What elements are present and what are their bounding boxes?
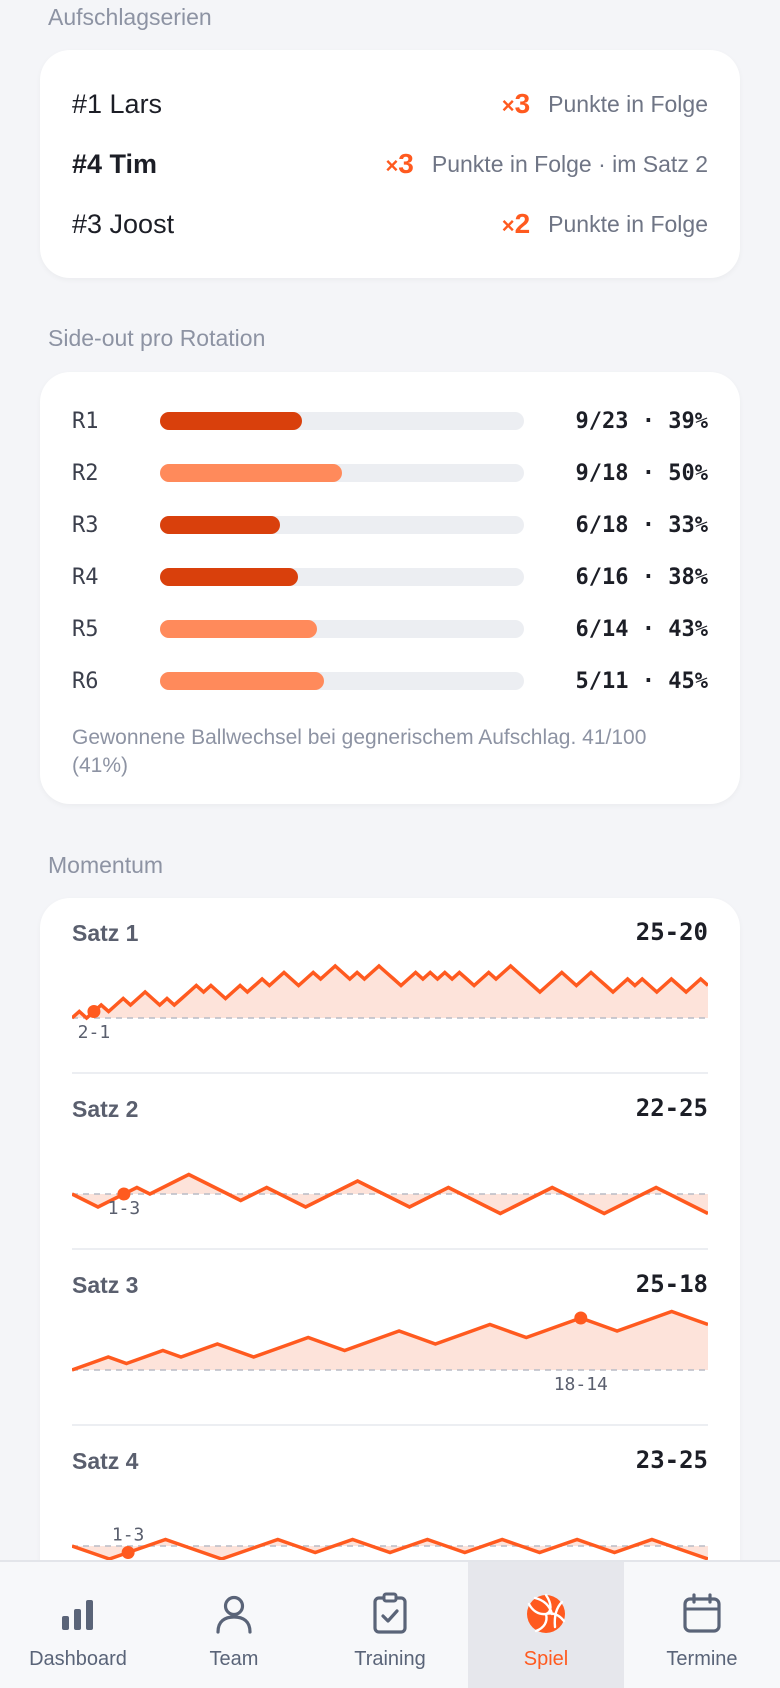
tab-label: Dashboard — [29, 1648, 127, 1670]
rotation-value: 6/16 · 38% — [575, 564, 708, 590]
momentum-marker — [117, 1187, 131, 1201]
streak-row: #4 Tim ×3 Punkte in Folge · im Satz 2 — [72, 144, 708, 184]
rotation-value: 6/18 · 33% — [575, 512, 708, 538]
rotation-value: 9/23 · 39% — [575, 408, 708, 434]
momentum-chart: 1-3 — [72, 1172, 708, 1219]
streak-multiplier: ×2 — [501, 208, 531, 239]
checklist-icon — [373, 1592, 407, 1634]
rotation-row: R6 5/11 · 45% — [72, 661, 708, 701]
rotation-bar-fill — [160, 464, 342, 482]
rotation-row: R5 6/14 · 43% — [72, 609, 708, 649]
rotation-bar-fill — [160, 412, 302, 430]
rotation-value: 6/14 · 43% — [575, 616, 708, 642]
tab-label: Team — [209, 1648, 259, 1670]
rotation-bar-fill — [160, 568, 299, 586]
streak-detail: Punkte in Folge — [548, 210, 708, 237]
serve-streaks-card: #1 Lars ×3 Punkte in Folge #4 Tim ×3 Pun… — [40, 50, 740, 278]
rotation-bar-track — [160, 516, 524, 534]
rotation-bar-track — [160, 620, 524, 638]
momentum-chart: 1-3 — [72, 1525, 708, 1560]
tab-spiel[interactable]: Spiel — [468, 1562, 624, 1688]
tab-label: Spiel — [523, 1648, 569, 1670]
rotation-row: R3 6/18 · 33% — [72, 505, 708, 545]
rotation-value: 9/18 · 50% — [575, 460, 708, 486]
streak-player: #3 Joost — [72, 208, 175, 239]
rotation-row: R4 6/16 · 38% — [72, 557, 708, 597]
streak-row: #1 Lars ×3 Punkte in Folge — [72, 84, 708, 124]
set-label: Satz 3 — [72, 1272, 139, 1298]
volleyball-icon — [527, 1593, 566, 1633]
momentum-line — [72, 1172, 708, 1216]
sideout-note: Gewonnene Ballwechsel bei gegnerischem A… — [72, 726, 647, 777]
momentum-title: Momentum — [48, 852, 164, 878]
rotation-label: R2 — [72, 460, 99, 486]
rotation-bar-fill — [160, 620, 317, 638]
momentum-chart: 18-14 — [72, 1309, 708, 1395]
rotation-bar-fill — [160, 672, 324, 690]
bottom-tab-bar: Dashboard Team Training Spiel Termine — [0, 1560, 780, 1688]
set-momentum: 18-14 Satz 3 25-18 — [72, 1250, 708, 1426]
streak-player: #1 Lars — [72, 88, 163, 119]
streak-detail: Punkte in Folge · im Satz 2 — [431, 150, 708, 177]
tab-label: Termine — [666, 1648, 738, 1670]
set-momentum: 1-3 Satz 2 22-25 — [72, 1074, 708, 1250]
rotation-bar-track — [160, 412, 524, 430]
momentum-marker-label: 18-14 — [554, 1374, 608, 1395]
set-label: Satz 2 — [72, 1096, 139, 1122]
momentum-line — [72, 1309, 708, 1372]
momentum-marker — [121, 1546, 135, 1559]
sideout-title: Side-out pro Rotation — [48, 325, 266, 351]
streak-multiplier: ×3 — [501, 88, 531, 119]
tab-dashboard[interactable]: Dashboard — [0, 1562, 156, 1688]
rotation-bar-fill — [160, 516, 281, 534]
set-label: Satz 4 — [72, 1448, 139, 1474]
set-momentum: 2-1 Satz 1 25-20 — [72, 898, 708, 1074]
rotation-bar-track — [160, 672, 524, 690]
set-score: 25-20 — [635, 918, 708, 946]
momentum-marker-label: 1-3 — [112, 1525, 145, 1546]
momentum-area — [72, 1539, 708, 1559]
rotation-label: R5 — [72, 616, 99, 642]
momentum-chart: 2-1 — [72, 963, 708, 1043]
set-momentum: 1-3 Satz 4 23-25 — [72, 1426, 708, 1560]
streak-multiplier: ×3 — [385, 148, 414, 179]
momentum-marker-label: 1-3 — [108, 1198, 141, 1219]
rotation-label: R4 — [72, 564, 99, 590]
tab-label: Training — [354, 1648, 426, 1670]
sideout-card: R1 9/23 · 39% R2 9/18 · 50% R3 6/18 · 33… — [40, 372, 740, 804]
momentum-marker — [87, 1005, 101, 1018]
tab-team[interactable]: Team — [156, 1562, 312, 1688]
streak-player: #4 Tim — [72, 148, 158, 179]
set-label: Satz 1 — [72, 920, 139, 946]
bar-chart-icon — [62, 1600, 93, 1630]
momentum-line — [72, 1537, 708, 1560]
tab-termine[interactable]: Termine — [624, 1562, 780, 1688]
momentum-area — [72, 966, 708, 1018]
set-score: 22-25 — [635, 1094, 708, 1122]
momentum-area — [72, 1174, 708, 1214]
rotation-value: 5/11 · 45% — [575, 668, 708, 694]
rotation-bar-track — [160, 464, 524, 482]
set-score: 23-25 — [635, 1446, 708, 1474]
momentum-line — [72, 963, 708, 1021]
match-stats-page: Aufschlagserien #1 Lars ×3 Punkte in Fol… — [40, 4, 740, 1560]
tab-training[interactable]: Training — [312, 1562, 468, 1688]
streak-row: #3 Joost ×2 Punkte in Folge — [72, 204, 708, 244]
momentum-marker-label: 2-1 — [78, 1022, 111, 1043]
rotation-bar-track — [160, 568, 524, 586]
set-score: 25-18 — [635, 1270, 708, 1298]
person-icon — [216, 1595, 252, 1634]
momentum-area — [72, 1311, 708, 1370]
momentum-card: 2-1 Satz 1 25-20 1-3 Satz 2 22-25 18-14 … — [40, 898, 740, 1560]
rotation-label: R1 — [72, 408, 99, 434]
rotation-row: R2 9/18 · 50% — [72, 453, 708, 493]
serve-streaks-title: Aufschlagserien — [48, 4, 212, 30]
rotation-label: R3 — [72, 512, 99, 538]
streak-detail: Punkte in Folge — [548, 90, 708, 117]
calendar-icon — [683, 1593, 721, 1633]
momentum-marker — [574, 1311, 588, 1325]
rotation-label: R6 — [72, 668, 99, 694]
rotation-row: R1 9/23 · 39% — [72, 401, 708, 441]
